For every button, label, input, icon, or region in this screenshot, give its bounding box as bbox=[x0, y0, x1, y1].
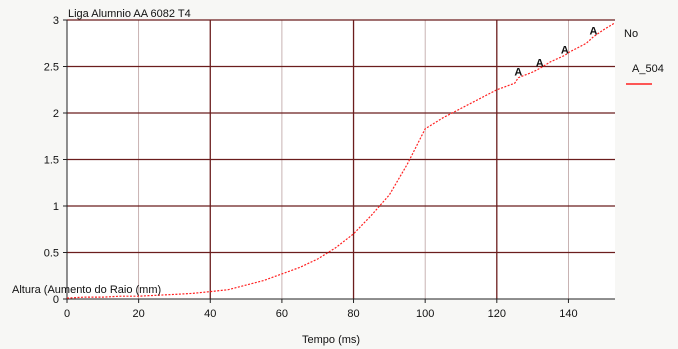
y-tick-label: 1.5 bbox=[44, 155, 59, 167]
x-tick-labels: 0 20 40 60 80 100 120 140 bbox=[64, 299, 578, 320]
x-tick-label: 20 bbox=[133, 308, 145, 320]
legend-entry-label: A_504 bbox=[632, 63, 664, 75]
x-tick-label: 100 bbox=[416, 308, 434, 320]
series-marker-label: A bbox=[514, 67, 522, 79]
x-tick-label: 40 bbox=[204, 308, 216, 320]
marker-layer: A A A A bbox=[514, 26, 597, 79]
chart-title: Liga Alumnio AA 6082 T4 bbox=[68, 8, 191, 20]
y-tick-label: 2 bbox=[53, 108, 59, 120]
series-layer bbox=[66, 22, 616, 299]
y-tick-label: 2.5 bbox=[44, 62, 59, 74]
x-tick-label: 0 bbox=[64, 308, 70, 320]
x-tick-label: 140 bbox=[559, 308, 577, 320]
x-axis-label: Tempo (ms) bbox=[302, 334, 360, 346]
series-line bbox=[66, 22, 616, 299]
legend-header: No bbox=[624, 28, 638, 40]
grid bbox=[67, 19, 615, 299]
x-tick-label: 80 bbox=[347, 308, 359, 320]
y-tick-label: 0 bbox=[53, 294, 59, 306]
series-marker-label: A bbox=[590, 26, 598, 38]
y-tick-label: 1 bbox=[53, 201, 59, 213]
y-tick-label: 0.5 bbox=[44, 248, 59, 260]
x-tick-label: 120 bbox=[488, 308, 506, 320]
y-axis-label: Altura (Aumento do Raio (mm) bbox=[12, 284, 161, 296]
y-tick-labels: 0 0.5 1 1.5 2 2.5 3 bbox=[44, 15, 67, 306]
series-marker-label: A bbox=[536, 57, 544, 69]
y-tick-label: 3 bbox=[53, 15, 59, 27]
series-marker-label: A bbox=[561, 44, 569, 56]
x-tick-label: 60 bbox=[276, 308, 288, 320]
